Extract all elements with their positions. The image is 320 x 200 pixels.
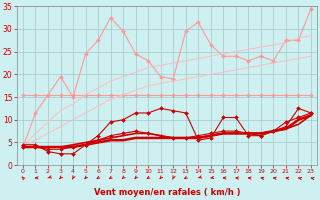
X-axis label: Vent moyen/en rafales ( km/h ): Vent moyen/en rafales ( km/h ) xyxy=(94,188,240,197)
